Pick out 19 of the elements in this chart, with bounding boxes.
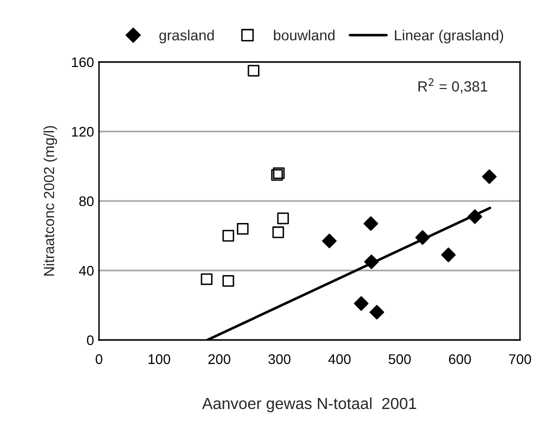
y-tick-label: 160 [72, 57, 94, 68]
x-tick-label: 600 [448, 354, 471, 364]
annotation: R$^{2}$ = 0,381 [418, 78, 488, 94]
x-tick-label: 200 [208, 354, 230, 364]
x-tick-label: 400 [328, 354, 351, 364]
y-axis-title: Nitraatconc 2002 (mg/l) [43, 126, 58, 276]
x-axis-title: Aanvoer gewas N-totaal 2001 [202, 397, 416, 412]
y-tick-label: 120 [72, 126, 94, 137]
legend-label: bouwland [274, 30, 335, 40]
y-tick-label: 40 [79, 266, 94, 276]
x-tick-label: 0 [96, 354, 102, 364]
legend-label: Linear (grasland) [394, 30, 504, 44]
legend-label: grasland [159, 30, 214, 44]
x-tick-label: 700 [509, 354, 532, 364]
x-tick-label: 500 [388, 354, 411, 364]
y-tick-label: 80 [79, 196, 94, 206]
x-tick-label: 300 [268, 354, 290, 364]
x-tick-label: 100 [148, 354, 170, 364]
y-tick-label: 0 [86, 335, 94, 346]
